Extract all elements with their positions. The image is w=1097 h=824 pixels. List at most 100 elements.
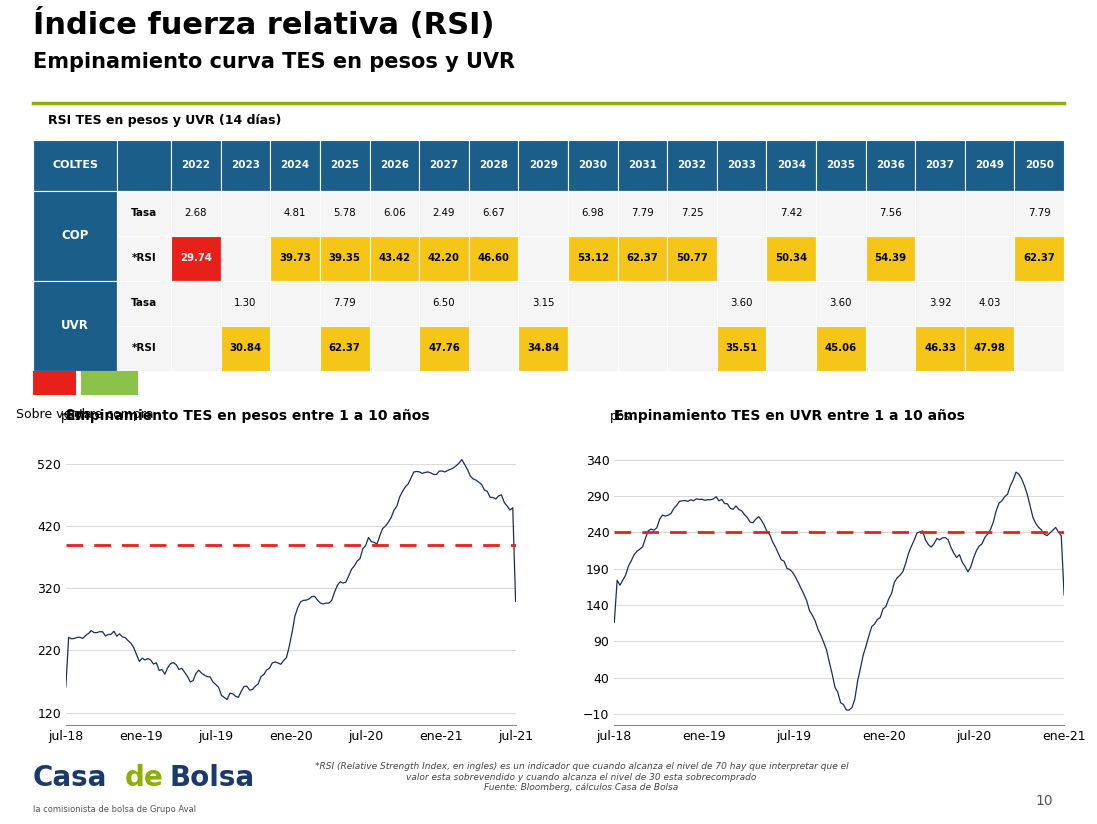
FancyBboxPatch shape [370, 140, 419, 191]
Text: 2033: 2033 [727, 161, 756, 171]
FancyBboxPatch shape [767, 191, 816, 236]
Text: pbs: pbs [61, 410, 82, 423]
FancyBboxPatch shape [915, 281, 965, 325]
FancyBboxPatch shape [80, 371, 138, 395]
FancyBboxPatch shape [171, 191, 220, 236]
FancyBboxPatch shape [767, 281, 816, 325]
FancyBboxPatch shape [270, 325, 320, 371]
FancyBboxPatch shape [117, 325, 171, 371]
Text: 62.37: 62.37 [1024, 253, 1055, 264]
Text: 2.49: 2.49 [432, 208, 455, 218]
Text: 2028: 2028 [479, 161, 508, 171]
Text: 42.20: 42.20 [428, 253, 460, 264]
Text: 30.84: 30.84 [229, 344, 261, 353]
Text: 47.98: 47.98 [974, 344, 1006, 353]
FancyBboxPatch shape [320, 325, 370, 371]
Text: *RSI: *RSI [132, 253, 157, 264]
FancyBboxPatch shape [320, 281, 370, 325]
Text: 2025: 2025 [330, 161, 359, 171]
FancyBboxPatch shape [370, 325, 419, 371]
Text: 35.51: 35.51 [725, 344, 758, 353]
FancyBboxPatch shape [965, 281, 1015, 325]
FancyBboxPatch shape [667, 281, 716, 325]
FancyBboxPatch shape [568, 140, 618, 191]
Text: 4.03: 4.03 [979, 298, 1000, 308]
FancyBboxPatch shape [519, 325, 568, 371]
Text: Bolsa: Bolsa [169, 764, 255, 792]
Text: 45.06: 45.06 [825, 344, 857, 353]
Text: 2036: 2036 [875, 161, 905, 171]
Text: UVR: UVR [61, 320, 89, 332]
Text: 62.37: 62.37 [626, 253, 658, 264]
Text: Casa: Casa [33, 764, 108, 792]
Text: 29.74: 29.74 [180, 253, 212, 264]
Text: 62.37: 62.37 [329, 344, 361, 353]
FancyBboxPatch shape [915, 191, 965, 236]
FancyBboxPatch shape [816, 281, 866, 325]
FancyBboxPatch shape [370, 191, 419, 236]
FancyBboxPatch shape [33, 281, 117, 371]
Text: 6.67: 6.67 [483, 208, 505, 218]
FancyBboxPatch shape [816, 236, 866, 281]
FancyBboxPatch shape [320, 140, 370, 191]
FancyBboxPatch shape [866, 325, 915, 371]
FancyBboxPatch shape [915, 140, 965, 191]
FancyBboxPatch shape [767, 325, 816, 371]
FancyBboxPatch shape [468, 140, 519, 191]
Text: 2049: 2049 [975, 161, 1004, 171]
Text: 53.12: 53.12 [577, 253, 609, 264]
FancyBboxPatch shape [270, 191, 320, 236]
FancyBboxPatch shape [667, 140, 716, 191]
Text: Sobre venta: Sobre venta [16, 408, 92, 421]
Text: 6.98: 6.98 [581, 208, 604, 218]
FancyBboxPatch shape [767, 236, 816, 281]
FancyBboxPatch shape [171, 236, 220, 281]
Text: Tasa: Tasa [132, 208, 157, 218]
FancyBboxPatch shape [568, 236, 618, 281]
FancyBboxPatch shape [866, 191, 915, 236]
Text: pbs: pbs [610, 410, 631, 423]
FancyBboxPatch shape [915, 236, 965, 281]
FancyBboxPatch shape [519, 281, 568, 325]
FancyBboxPatch shape [519, 140, 568, 191]
Text: 7.56: 7.56 [879, 208, 902, 218]
Text: 54.39: 54.39 [874, 253, 906, 264]
FancyBboxPatch shape [667, 191, 716, 236]
FancyBboxPatch shape [220, 191, 270, 236]
FancyBboxPatch shape [1015, 236, 1064, 281]
FancyBboxPatch shape [1015, 325, 1064, 371]
Text: 3.60: 3.60 [829, 298, 852, 308]
Text: 46.33: 46.33 [924, 344, 957, 353]
FancyBboxPatch shape [965, 325, 1015, 371]
FancyBboxPatch shape [716, 281, 767, 325]
Text: 2050: 2050 [1025, 161, 1054, 171]
FancyBboxPatch shape [419, 281, 468, 325]
FancyBboxPatch shape [915, 325, 965, 371]
Text: RSI TES en pesos y UVR (14 días): RSI TES en pesos y UVR (14 días) [48, 114, 282, 127]
FancyBboxPatch shape [117, 140, 171, 191]
Text: 1.30: 1.30 [235, 298, 257, 308]
FancyBboxPatch shape [117, 281, 171, 325]
FancyBboxPatch shape [618, 325, 667, 371]
FancyBboxPatch shape [1015, 140, 1064, 191]
Text: 34.84: 34.84 [527, 344, 559, 353]
Text: COP: COP [61, 229, 89, 242]
FancyBboxPatch shape [716, 191, 767, 236]
Text: 2034: 2034 [777, 161, 806, 171]
Text: 3.15: 3.15 [532, 298, 554, 308]
FancyBboxPatch shape [320, 236, 370, 281]
Text: 50.77: 50.77 [676, 253, 708, 264]
Text: 2035: 2035 [826, 161, 856, 171]
FancyBboxPatch shape [965, 140, 1015, 191]
FancyBboxPatch shape [716, 140, 767, 191]
Text: COLTES: COLTES [53, 161, 99, 171]
Text: 2030: 2030 [578, 161, 608, 171]
FancyBboxPatch shape [468, 191, 519, 236]
FancyBboxPatch shape [618, 191, 667, 236]
Text: la comisionista de bolsa de Grupo Aval: la comisionista de bolsa de Grupo Aval [33, 804, 196, 813]
FancyBboxPatch shape [33, 371, 76, 395]
FancyBboxPatch shape [568, 281, 618, 325]
Text: 7.25: 7.25 [681, 208, 703, 218]
Text: 43.42: 43.42 [378, 253, 410, 264]
FancyBboxPatch shape [33, 140, 117, 191]
